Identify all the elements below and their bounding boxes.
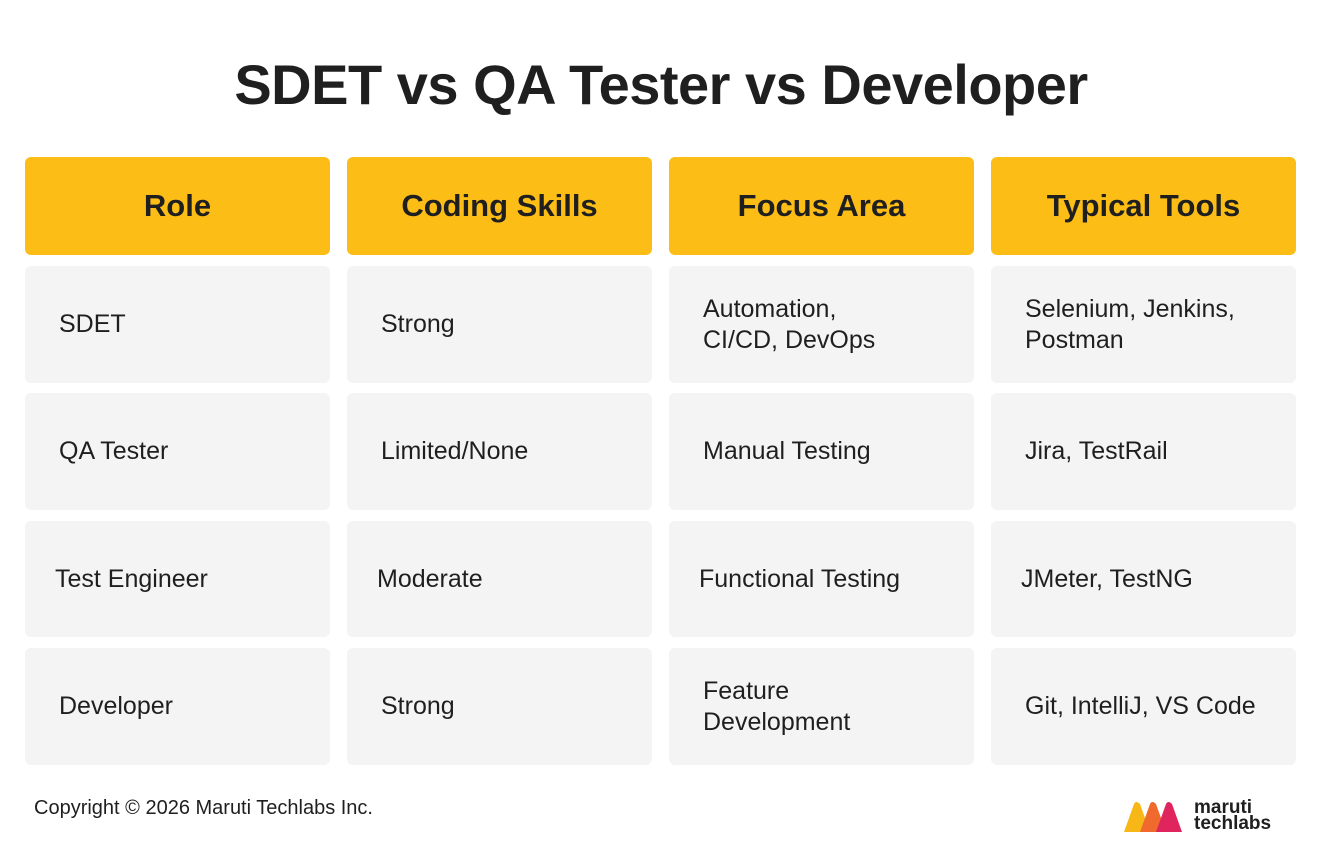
table-cell-focus-area: Manual Testing — [669, 393, 974, 510]
table-cell-focus-area: Automation, CI/CD, DevOps — [669, 266, 974, 383]
table-cell-focus-area: Functional Testing — [669, 521, 974, 637]
copyright-text: Copyright © 2026 Maruti Techlabs Inc. — [34, 797, 373, 819]
table-cell-role: SDET — [25, 266, 330, 383]
logo-wordmark-line2: techlabs — [1194, 813, 1272, 834]
table-cell-role: QA Tester — [25, 393, 330, 510]
logo-mark-icon — [1124, 802, 1182, 832]
table-cell-coding-skills: Strong — [347, 648, 652, 765]
table-cell-typical-tools: Jira, TestRail — [991, 393, 1296, 510]
column-header-focus-area: Focus Area — [669, 157, 974, 255]
table-cell-typical-tools: Selenium, Jenkins, Postman — [991, 266, 1296, 383]
table-cell-role: Test Engineer — [25, 521, 330, 637]
table-cell-coding-skills: Limited/None — [347, 393, 652, 510]
table-cell-role: Developer — [25, 648, 330, 765]
column-header-typical-tools: Typical Tools — [991, 157, 1296, 255]
page-title: SDET vs QA Tester vs Developer — [234, 53, 1088, 116]
table-cell-typical-tools: JMeter, TestNG — [991, 521, 1296, 637]
table-cell-coding-skills: Moderate — [347, 521, 652, 637]
maruti-techlabs-logo: maruti techlabs — [1122, 796, 1292, 836]
table-cell-typical-tools: Git, IntelliJ, VS Code — [991, 648, 1296, 765]
column-header-role: Role — [25, 157, 330, 255]
table-cell-coding-skills: Strong — [347, 266, 652, 383]
logo-wordmark-line1: maruti — [1194, 797, 1253, 818]
table-cell-focus-area: Feature Development — [669, 648, 974, 765]
column-header-coding-skills: Coding Skills — [347, 157, 652, 255]
